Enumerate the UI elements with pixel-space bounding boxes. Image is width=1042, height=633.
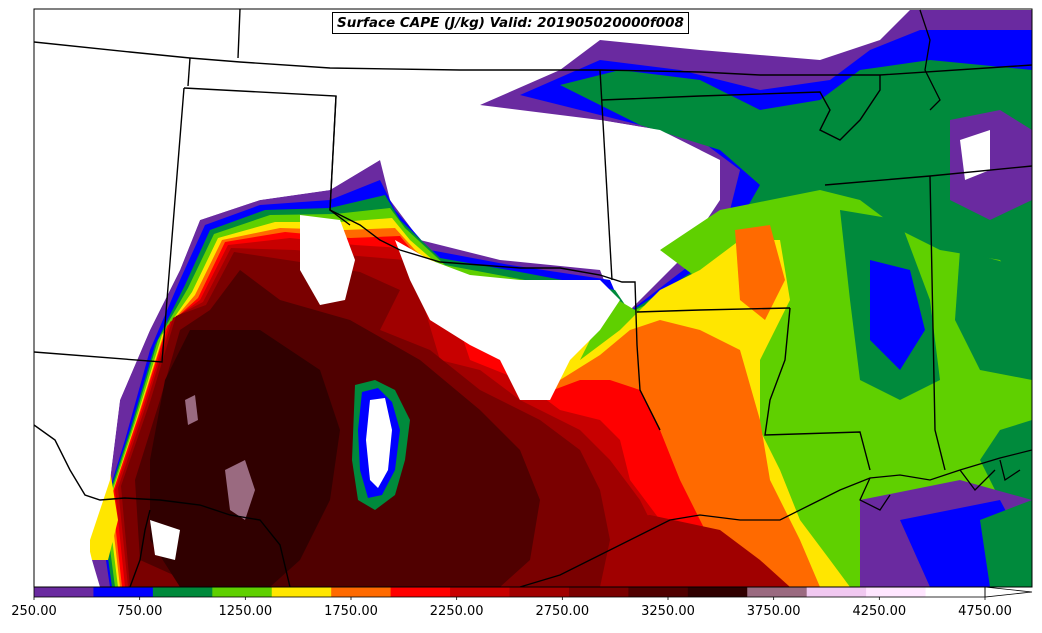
colorbar <box>34 587 986 597</box>
colorbar-extend-arrow <box>984 586 1033 598</box>
colorbar-tick-label: 3250.00 <box>641 604 695 619</box>
colorbar-bin <box>687 587 748 597</box>
colorbar-tick-label: 1250.00 <box>218 604 273 619</box>
map-title: Surface CAPE (J/kg) Valid: 201905020000f… <box>332 12 689 34</box>
colorbar-tick-label: 750.00 <box>116 604 163 619</box>
colorbar-ticks <box>33 597 986 600</box>
colorbar-bin <box>866 587 927 597</box>
colorbar-tick-label: 250.00 <box>11 604 57 619</box>
map-frame <box>33 8 1033 588</box>
colorbar-bin <box>152 587 213 597</box>
colorbar-tick-label: 3750.00 <box>746 604 801 619</box>
colorbar-bin <box>747 587 808 597</box>
state-boundaries <box>34 9 1032 587</box>
colorbar-bin <box>212 587 273 597</box>
colorbar-tick-label: 4750.00 <box>958 604 1012 619</box>
colorbar-bin <box>568 587 629 597</box>
colorbar-bin <box>34 587 94 597</box>
colorbar-bin <box>925 587 986 597</box>
cape-fill-layer <box>34 9 1032 587</box>
coastline <box>519 9 1032 587</box>
colorbar-tick-label: 2250.00 <box>429 604 484 619</box>
colorbar-bin <box>390 587 451 597</box>
colorbar-bin <box>509 587 570 597</box>
colorbar-bin <box>93 587 154 597</box>
colorbar-bin <box>450 587 510 597</box>
colorbar-tick-label: 4250.00 <box>852 604 907 619</box>
colorbar-tick-label: 2750.00 <box>535 604 590 619</box>
colorbar-bin <box>271 587 332 597</box>
colorbar-bin <box>331 587 392 597</box>
colorbar-tick-label: 1750.00 <box>324 604 378 619</box>
colorbar-bin <box>628 587 689 597</box>
colorbar-bin <box>806 587 867 597</box>
